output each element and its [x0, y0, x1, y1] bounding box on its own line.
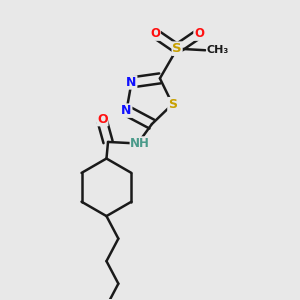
Text: N: N: [121, 104, 132, 117]
Text: NH: NH: [130, 137, 150, 150]
Text: S: S: [172, 42, 182, 55]
Text: S: S: [168, 98, 177, 111]
Text: N: N: [126, 76, 137, 89]
Text: CH₃: CH₃: [207, 45, 229, 55]
Text: O: O: [150, 27, 160, 40]
Text: O: O: [97, 112, 108, 126]
Text: O: O: [194, 27, 204, 40]
